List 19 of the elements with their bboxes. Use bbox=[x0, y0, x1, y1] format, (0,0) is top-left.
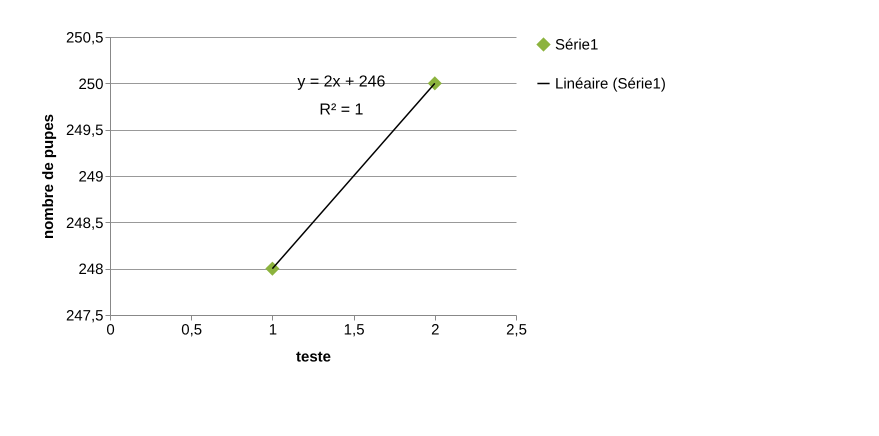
y-tick-label: 248 bbox=[78, 261, 104, 278]
y-tick-label: 250 bbox=[78, 76, 104, 93]
x-tick-label: 0 bbox=[106, 322, 115, 338]
annotation: y = 2x + 246 bbox=[297, 73, 386, 90]
x-tick-label: 1 bbox=[268, 322, 278, 338]
annotation: R² = 1 bbox=[319, 101, 364, 118]
y-tick-label: 248,5 bbox=[66, 214, 104, 232]
x-tick-label: 0,5 bbox=[181, 322, 202, 338]
y-tick-label: 247,5 bbox=[66, 308, 104, 324]
x-axis-title: teste bbox=[296, 348, 332, 366]
y-tick-label: 249,5 bbox=[66, 122, 104, 140]
legend-label: Série1 bbox=[555, 36, 598, 54]
x-tick-label: 1,5 bbox=[344, 322, 365, 338]
y-tick-label: 250,5 bbox=[66, 30, 104, 46]
legend-label: Linéaire (Série1) bbox=[555, 76, 666, 92]
x-tick-label: 2,5 bbox=[506, 322, 527, 338]
y-axis-title: nombre de pupes bbox=[40, 114, 57, 240]
y-tick-label: 249 bbox=[78, 168, 104, 186]
x-tick-label: 2 bbox=[431, 322, 440, 338]
